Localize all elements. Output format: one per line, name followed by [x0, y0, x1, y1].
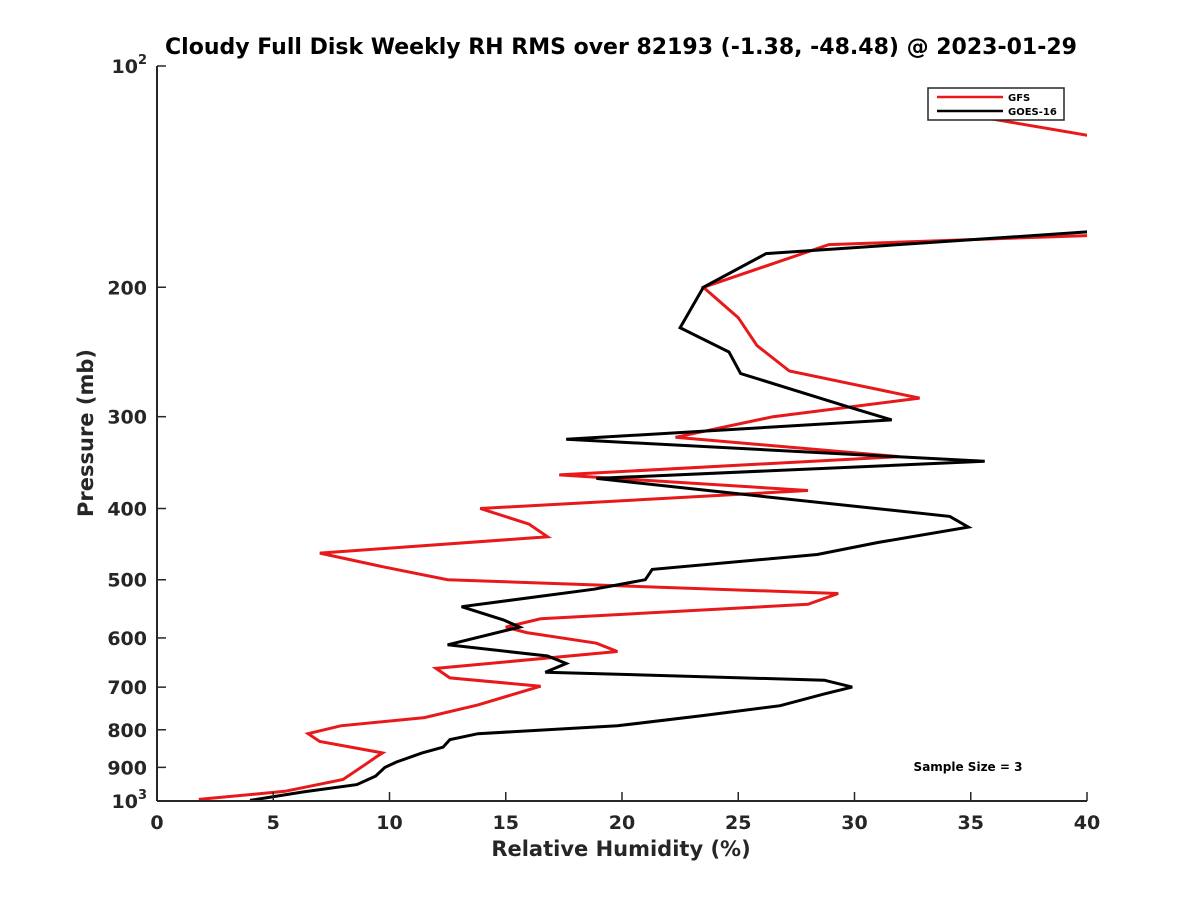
- y-tick-label: 400: [107, 499, 147, 521]
- x-tick-label: 15: [493, 812, 519, 834]
- y-tick-label: 900: [107, 757, 147, 779]
- chart-title: Cloudy Full Disk Weekly RH RMS over 8219…: [165, 35, 1077, 60]
- x-tick-label: 35: [958, 812, 984, 834]
- x-tick-label: 10: [376, 812, 402, 834]
- legend-label: GFS: [1008, 93, 1030, 104]
- y-tick-label: 103: [112, 788, 148, 813]
- x-tick-label: 40: [1074, 812, 1100, 834]
- y-tick-exponent: 3: [138, 788, 147, 803]
- x-tick-label: 5: [267, 812, 280, 834]
- x-tick-label: 20: [609, 812, 635, 834]
- legend-box: [927, 87, 1065, 121]
- y-tick-base: 10: [112, 791, 138, 813]
- y-tick-label: 300: [107, 407, 147, 429]
- legend-label: GOES-16: [1008, 107, 1057, 118]
- y-tick-label: 102: [112, 53, 148, 78]
- y-tick-label: 600: [107, 628, 147, 650]
- x-tick-label: 0: [150, 812, 163, 834]
- y-tick-label: 700: [107, 677, 147, 699]
- y-tick-label: 800: [107, 720, 147, 742]
- y-axis-label: Pressure (mb): [74, 349, 98, 517]
- x-ticks: 0 5 10 15 20 25 30 35 40: [150, 792, 1100, 834]
- plot-area: 0 5 10 15 20 25 30 35 40 10220030040050060070080…: [107, 53, 1100, 834]
- series-line-goes-16: [249, 230, 1087, 801]
- series-group: [198, 109, 1087, 801]
- x-axis-label: Relative Humidity (%): [491, 837, 750, 861]
- y-tick-label: 200: [107, 277, 147, 299]
- y-tick-label: 500: [107, 570, 147, 592]
- y-tick-base: 10: [112, 56, 138, 78]
- x-tick-label: 30: [841, 812, 867, 834]
- y-tick-exponent: 2: [138, 53, 147, 68]
- series-line-gfs: [198, 109, 1087, 801]
- sample-size-annotation: Sample Size = 3: [914, 760, 1023, 774]
- legend: GFS GOES-16: [927, 87, 1065, 121]
- x-tick-label: 25: [725, 812, 751, 834]
